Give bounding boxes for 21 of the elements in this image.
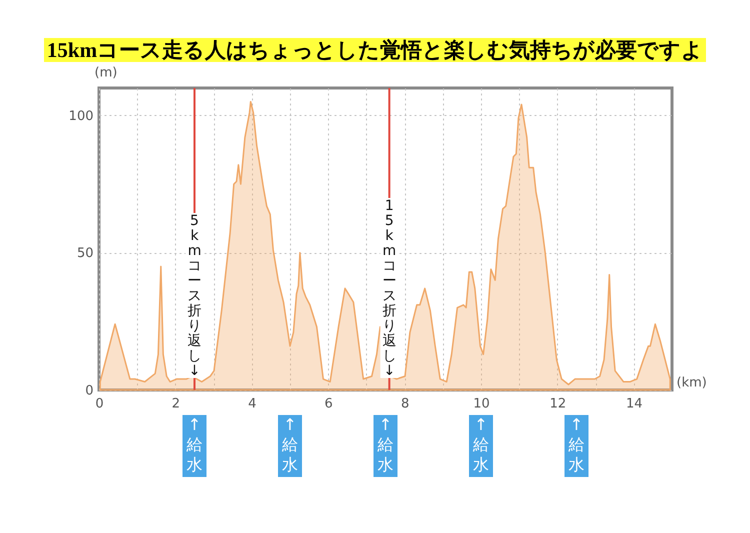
x-tick-label: 14 (626, 396, 643, 412)
y-tick-label: 0 (85, 384, 94, 398)
annotation: ↑給水 (186, 415, 202, 474)
text: 15kmコース折り返し↓ (382, 198, 396, 379)
annotation: ↑給水 (376, 415, 394, 474)
y-tick-label: 50 (76, 246, 94, 262)
x-tick-label: 12 (550, 396, 566, 412)
y-tick-label: 100 (68, 108, 94, 124)
annotation: ↑給水 (472, 415, 489, 474)
text: 5kmコース折り返し↓ (188, 213, 202, 379)
x-tick-label: 2 (172, 396, 180, 412)
annotation: ↑給水 (568, 415, 584, 474)
x-axis-title: (km) (676, 376, 707, 390)
annotation: ↑給水 (281, 415, 298, 474)
x-tick-label: 8 (400, 396, 410, 412)
chart-title: 15kmコース走る人はちょっとした覚悟と楽しむ気持ちが必要ですよ (44, 38, 706, 62)
x-tick-label: 4 (248, 396, 256, 412)
x-tick-label: 10 (473, 396, 490, 412)
x-tick-label: 0 (95, 396, 104, 412)
x-tick-label: 6 (324, 396, 333, 412)
y-axis-title: (m) (94, 66, 118, 80)
